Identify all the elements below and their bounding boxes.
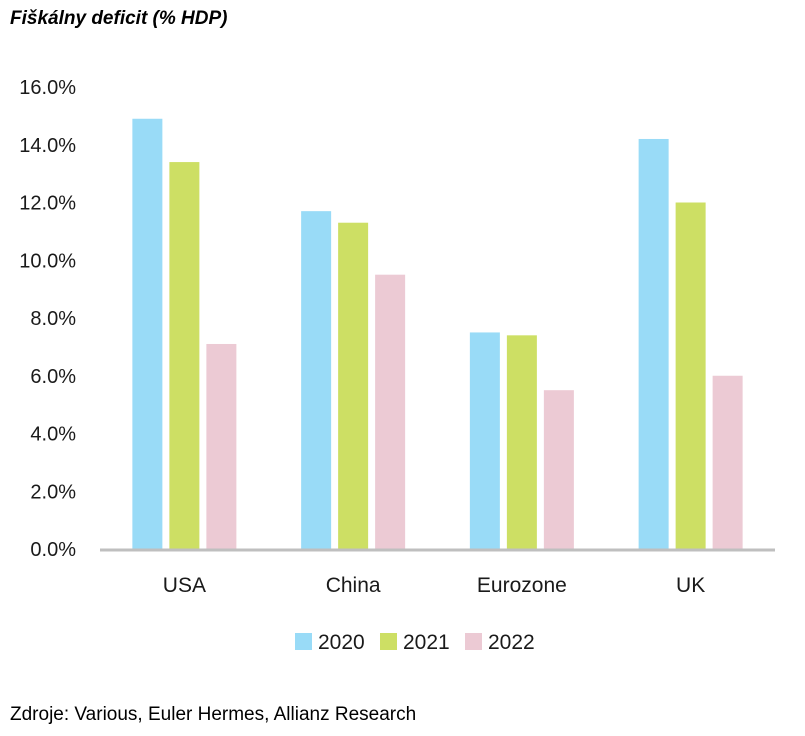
bar-uk-2020 — [638, 138, 669, 549]
bar-eurozone-2021 — [506, 335, 537, 549]
bar-china-2020 — [301, 211, 332, 549]
y-tick-label: 14.0% — [19, 135, 76, 157]
legend-swatch-2021 — [380, 633, 397, 650]
bar-uk-2022 — [712, 375, 743, 549]
bar-china-2022 — [375, 274, 406, 549]
y-tick-label: 0.0% — [30, 539, 76, 561]
bar-uk-2021 — [675, 202, 706, 549]
x-axis: USA China Eurozone UK — [163, 574, 705, 597]
y-tick-label: 8.0% — [30, 308, 76, 330]
x-category-label: UK — [676, 574, 705, 597]
y-tick-label: 12.0% — [19, 193, 76, 215]
legend-swatch-2020 — [295, 633, 312, 650]
y-tick-label: 10.0% — [19, 250, 76, 272]
x-category-label: Eurozone — [477, 574, 567, 597]
legend-label: 2020 — [318, 631, 365, 654]
y-tick-label: 16.0% — [19, 77, 76, 99]
bar-usa-2022 — [206, 343, 237, 549]
bars — [132, 118, 743, 549]
y-tick-label: 2.0% — [30, 481, 76, 503]
chart-title: Fiškálny deficit (% HDP) — [10, 8, 228, 29]
legend-label: 2021 — [403, 631, 450, 654]
bar-eurozone-2020 — [469, 332, 500, 549]
x-category-label: USA — [163, 574, 206, 597]
bar-usa-2021 — [169, 162, 200, 549]
legend-swatch-2022 — [465, 633, 482, 650]
bar-eurozone-2022 — [543, 390, 574, 549]
source-note: Zdroje: Various, Euler Hermes, Allianz R… — [10, 704, 417, 725]
y-axis: 0.0% 2.0% 4.0% 6.0% 8.0% 10.0% 12.0% 14.0% 16.0% — [19, 77, 76, 561]
bar-usa-2020 — [132, 118, 163, 549]
x-category-label: China — [326, 574, 381, 597]
legend-label: 2022 — [488, 631, 535, 654]
y-tick-label: 4.0% — [30, 424, 76, 446]
y-tick-label: 6.0% — [30, 366, 76, 388]
legend: 2020 2021 2022 — [295, 631, 535, 654]
bar-china-2021 — [338, 222, 369, 549]
